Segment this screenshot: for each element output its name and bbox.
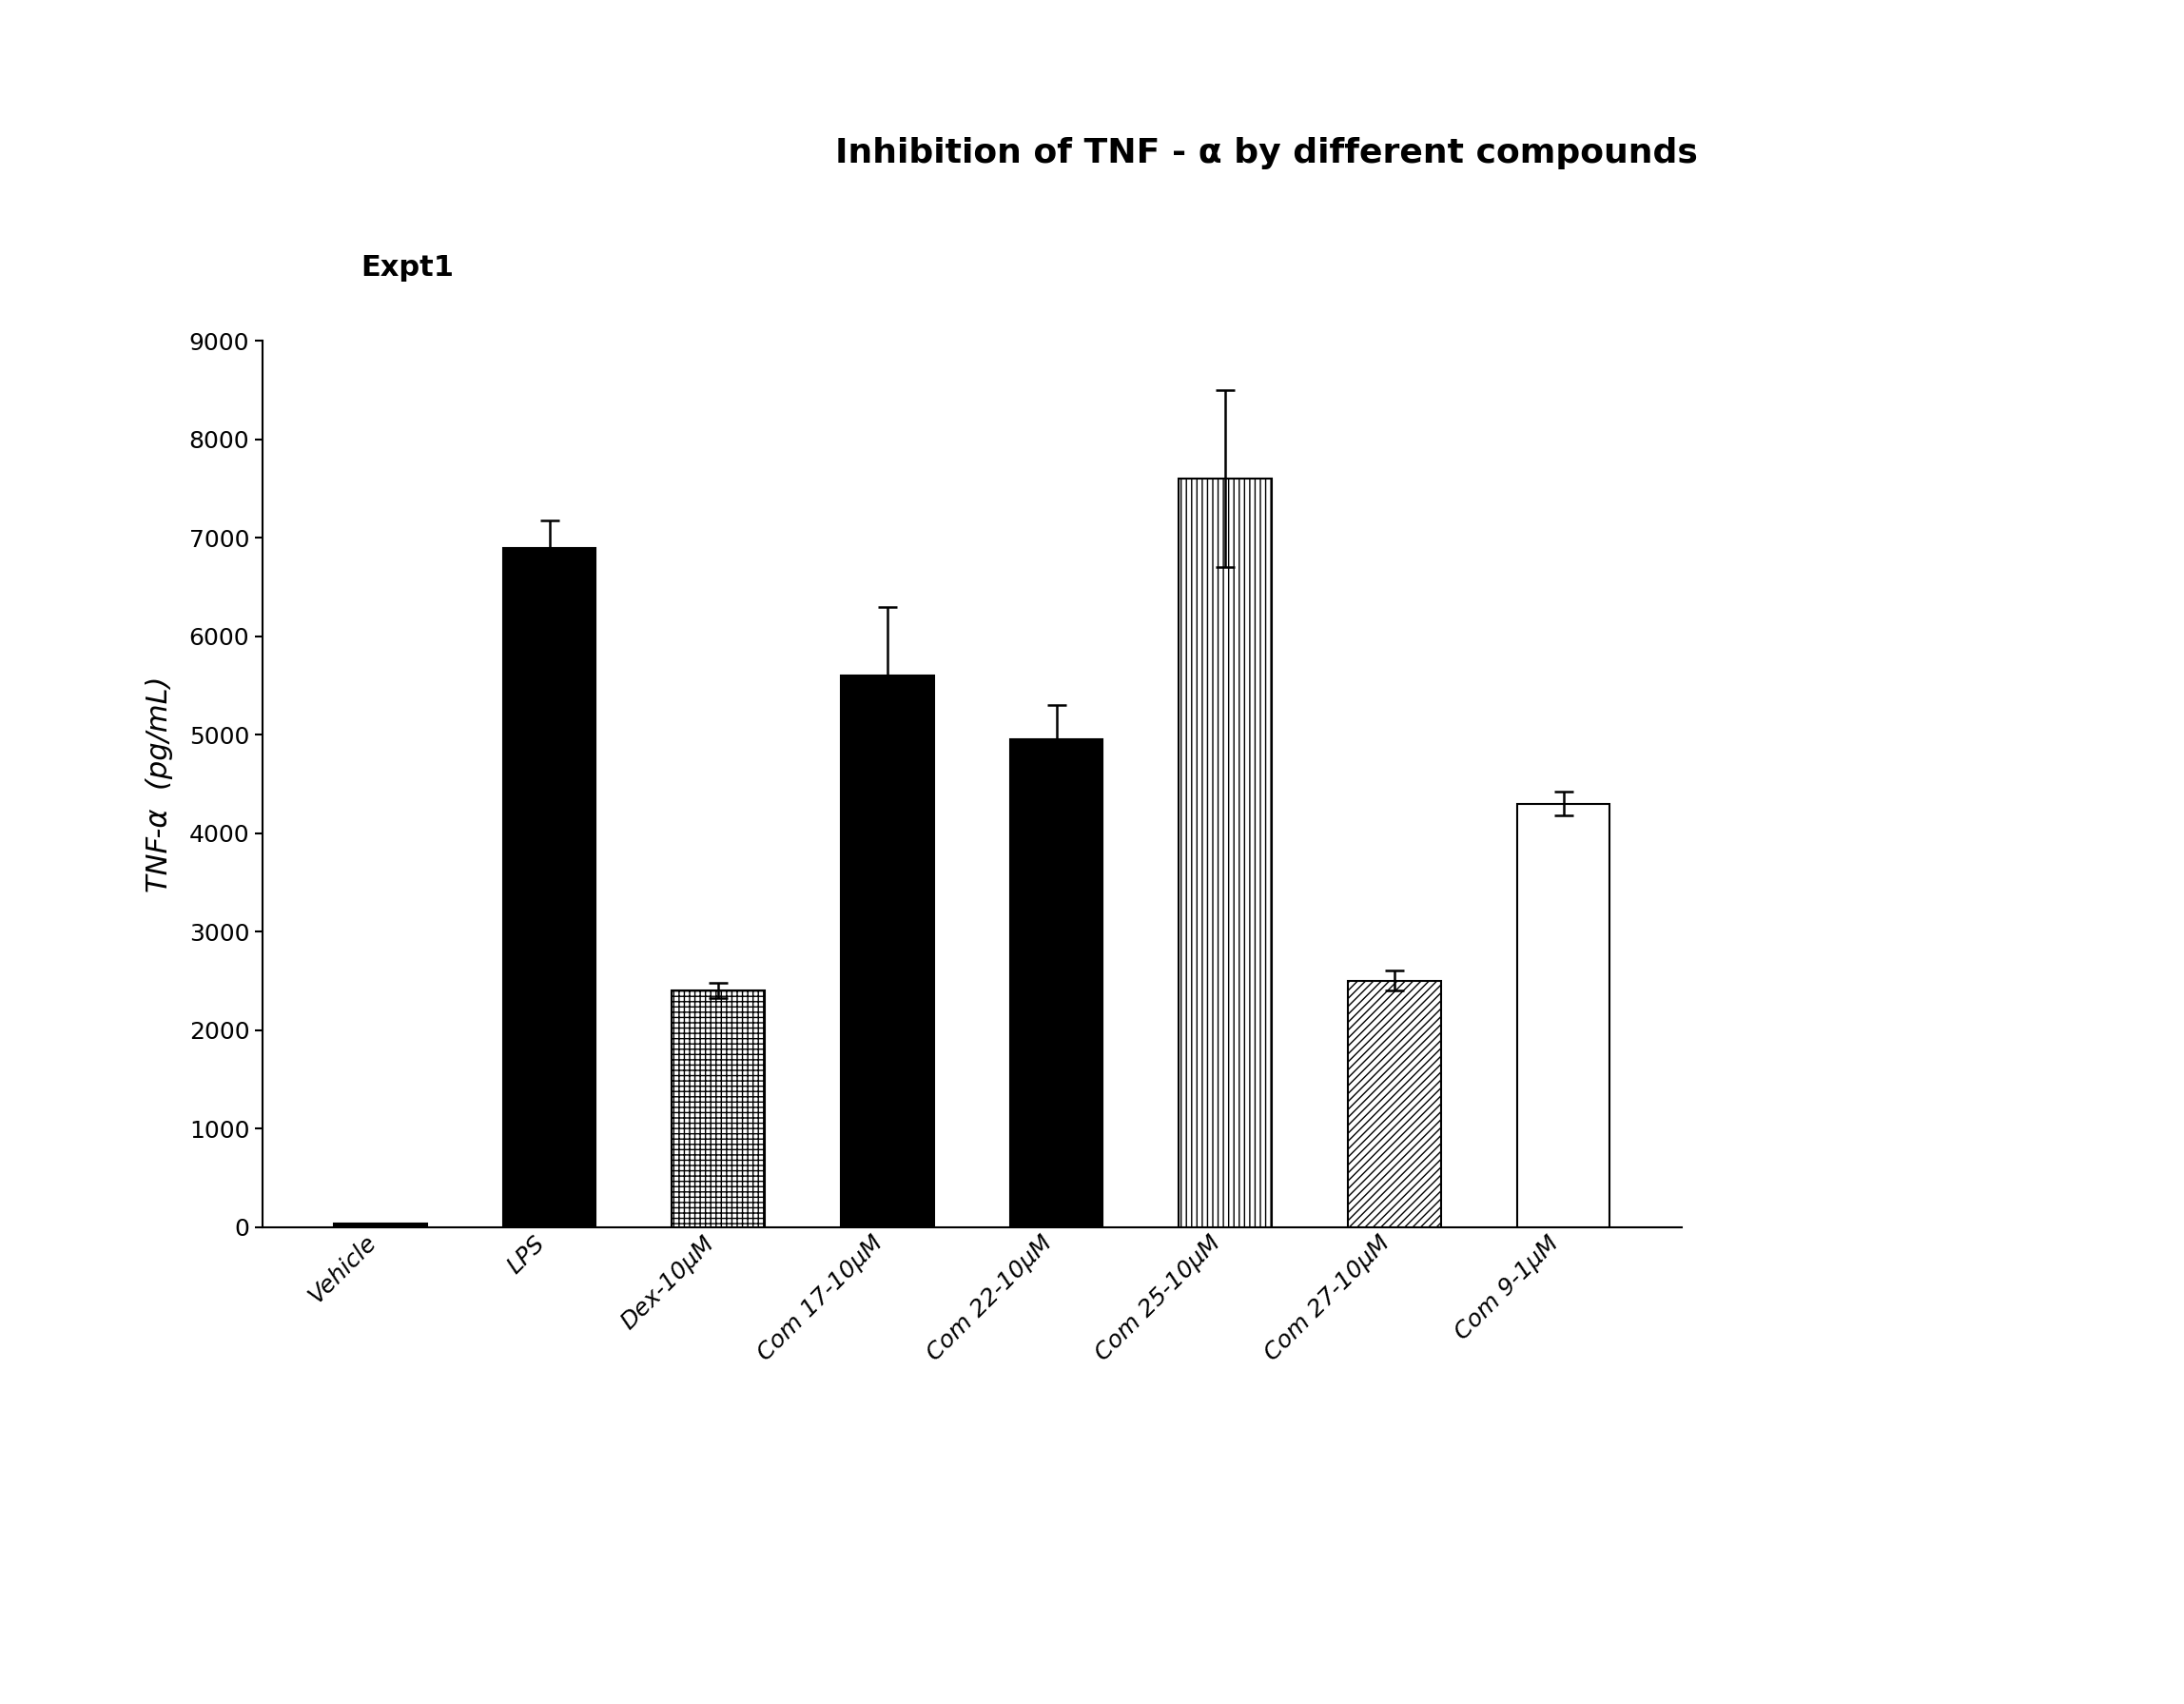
Bar	[1348, 982, 1441, 1227]
Text: Expt1: Expt1	[360, 254, 454, 281]
Y-axis label: TNF-α  (pg/mL): TNF-α (pg/mL)	[146, 675, 173, 893]
Bar	[502, 547, 596, 1227]
Bar	[1518, 804, 1610, 1227]
Bar	[1009, 740, 1103, 1227]
Bar	[334, 1223, 426, 1227]
Bar	[1179, 479, 1271, 1227]
Bar	[673, 990, 764, 1227]
Text: Inhibition of TNF - α by different compounds: Inhibition of TNF - α by different compo…	[836, 138, 1697, 169]
Bar	[841, 675, 935, 1227]
